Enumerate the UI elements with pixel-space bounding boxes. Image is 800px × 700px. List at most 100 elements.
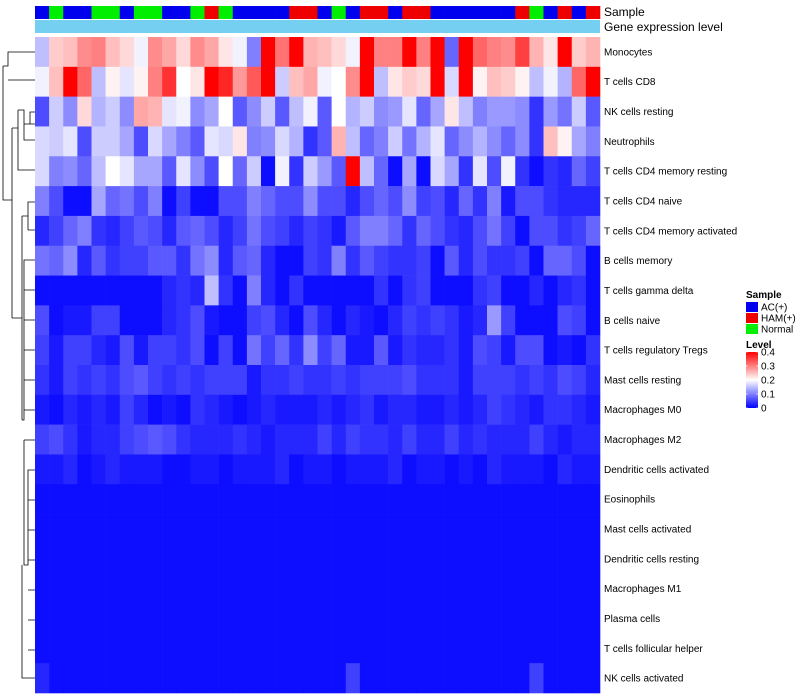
heatmap-cell	[275, 573, 290, 604]
heatmap-cell	[148, 663, 163, 694]
heatmap-cell	[218, 126, 234, 157]
heatmap-cell	[430, 275, 445, 306]
heatmap-cell	[388, 275, 403, 306]
heatmap-cell	[515, 663, 530, 694]
heatmap-cell	[63, 514, 78, 545]
heatmap-cell	[218, 454, 234, 485]
heatmap-cell	[402, 663, 417, 694]
heatmap-cell	[345, 543, 361, 575]
heatmap-cell	[515, 186, 530, 217]
heatmap-cell	[444, 305, 460, 336]
heatmap-cell	[261, 156, 276, 187]
heatmap-cell	[232, 365, 248, 396]
heatmap-cell	[303, 573, 318, 604]
heatmap-cell	[585, 335, 601, 366]
heatmap-cell	[232, 156, 248, 187]
heatmap-cell	[345, 573, 361, 604]
heatmap-cell	[416, 96, 431, 127]
heatmap-cell	[190, 96, 205, 127]
heatmap-cell	[303, 454, 318, 485]
heatmap-cell	[543, 37, 558, 68]
heatmap-cell	[49, 663, 64, 694]
heatmap-cell	[91, 96, 106, 127]
heatmap-cell	[77, 365, 92, 396]
heatmap-cell	[91, 305, 106, 336]
heatmap-cell	[487, 603, 502, 634]
heatmap-cell	[444, 126, 460, 157]
heatmap-cell	[218, 514, 234, 545]
heatmap-cell	[119, 663, 135, 694]
heatmap-cell	[63, 335, 78, 366]
heatmap-cell	[218, 603, 234, 634]
heatmap-cell	[331, 96, 347, 127]
heatmap-cell	[35, 424, 50, 455]
heatmap-cell	[529, 335, 544, 366]
heatmap-cell	[472, 126, 488, 157]
legend-swatch	[746, 313, 758, 323]
heatmap-cell	[571, 514, 587, 545]
heatmap-cell	[119, 633, 135, 664]
heatmap-cell	[529, 305, 544, 336]
heatmap-cell	[444, 394, 460, 425]
heatmap-cell	[91, 603, 106, 634]
heatmap-cell	[204, 633, 219, 664]
heatmap-cell	[49, 156, 64, 187]
heatmap-cell	[77, 543, 92, 575]
heatmap-cell	[345, 603, 361, 634]
heatmap-cell	[529, 573, 544, 604]
heatmap-cell	[515, 454, 530, 485]
heatmap-cell	[458, 365, 474, 396]
heatmap-cell	[317, 394, 332, 425]
heatmap-cell	[331, 156, 347, 187]
heatmap-cell	[35, 126, 50, 157]
heatmap-cell	[487, 156, 502, 187]
heatmap-cell	[190, 424, 205, 455]
heatmap-cell	[303, 484, 318, 515]
heatmap-cell	[190, 484, 205, 515]
heatmap-cell	[472, 66, 488, 97]
heatmap-cell	[246, 663, 262, 694]
heatmap-cell	[529, 514, 544, 545]
heatmap-cell	[162, 305, 177, 336]
heatmap-cell	[246, 156, 262, 187]
heatmap-cell	[543, 394, 558, 425]
heatmap-cell	[303, 633, 318, 664]
heatmap-cell	[444, 156, 460, 187]
heatmap-cell	[444, 484, 460, 515]
heatmap-cell	[557, 126, 573, 157]
heatmap-cell	[402, 365, 417, 396]
heatmap-cell	[543, 365, 558, 396]
heatmap-cell	[317, 275, 332, 306]
heatmap-cell	[529, 66, 544, 97]
heatmap-cell	[133, 514, 149, 545]
heatmap-cell	[331, 215, 347, 247]
heatmap-cell	[585, 543, 601, 575]
heatmap-cell	[289, 305, 304, 336]
heatmap-cell	[359, 156, 375, 187]
heatmap-cell	[204, 126, 219, 157]
heatmap-cell	[63, 424, 78, 455]
heatmap-cell	[585, 305, 601, 336]
heatmap-cell	[430, 215, 445, 247]
heatmap-cell	[585, 37, 601, 68]
heatmap-cell	[543, 126, 558, 157]
heatmap-cell	[246, 633, 262, 664]
heatmap-cell	[472, 96, 488, 127]
heatmap-cell	[557, 37, 573, 68]
heatmap-cell	[261, 424, 276, 455]
heatmap-cell	[190, 66, 205, 97]
heatmap-cell	[487, 215, 502, 247]
heatmap-cell	[402, 484, 417, 515]
heatmap-cell	[331, 126, 347, 157]
heatmap-cell	[63, 394, 78, 425]
heatmap-cell	[289, 215, 304, 247]
heatmap-cell	[543, 484, 558, 515]
heatmap-cell	[148, 633, 163, 664]
heatmap-cell	[317, 245, 332, 276]
heatmap-cell	[374, 424, 389, 455]
heatmap-cell	[289, 126, 304, 157]
heatmap-cell	[317, 66, 332, 97]
heatmap-cell	[289, 186, 304, 217]
heatmap-cell	[190, 454, 205, 485]
heatmap-cell	[289, 424, 304, 455]
